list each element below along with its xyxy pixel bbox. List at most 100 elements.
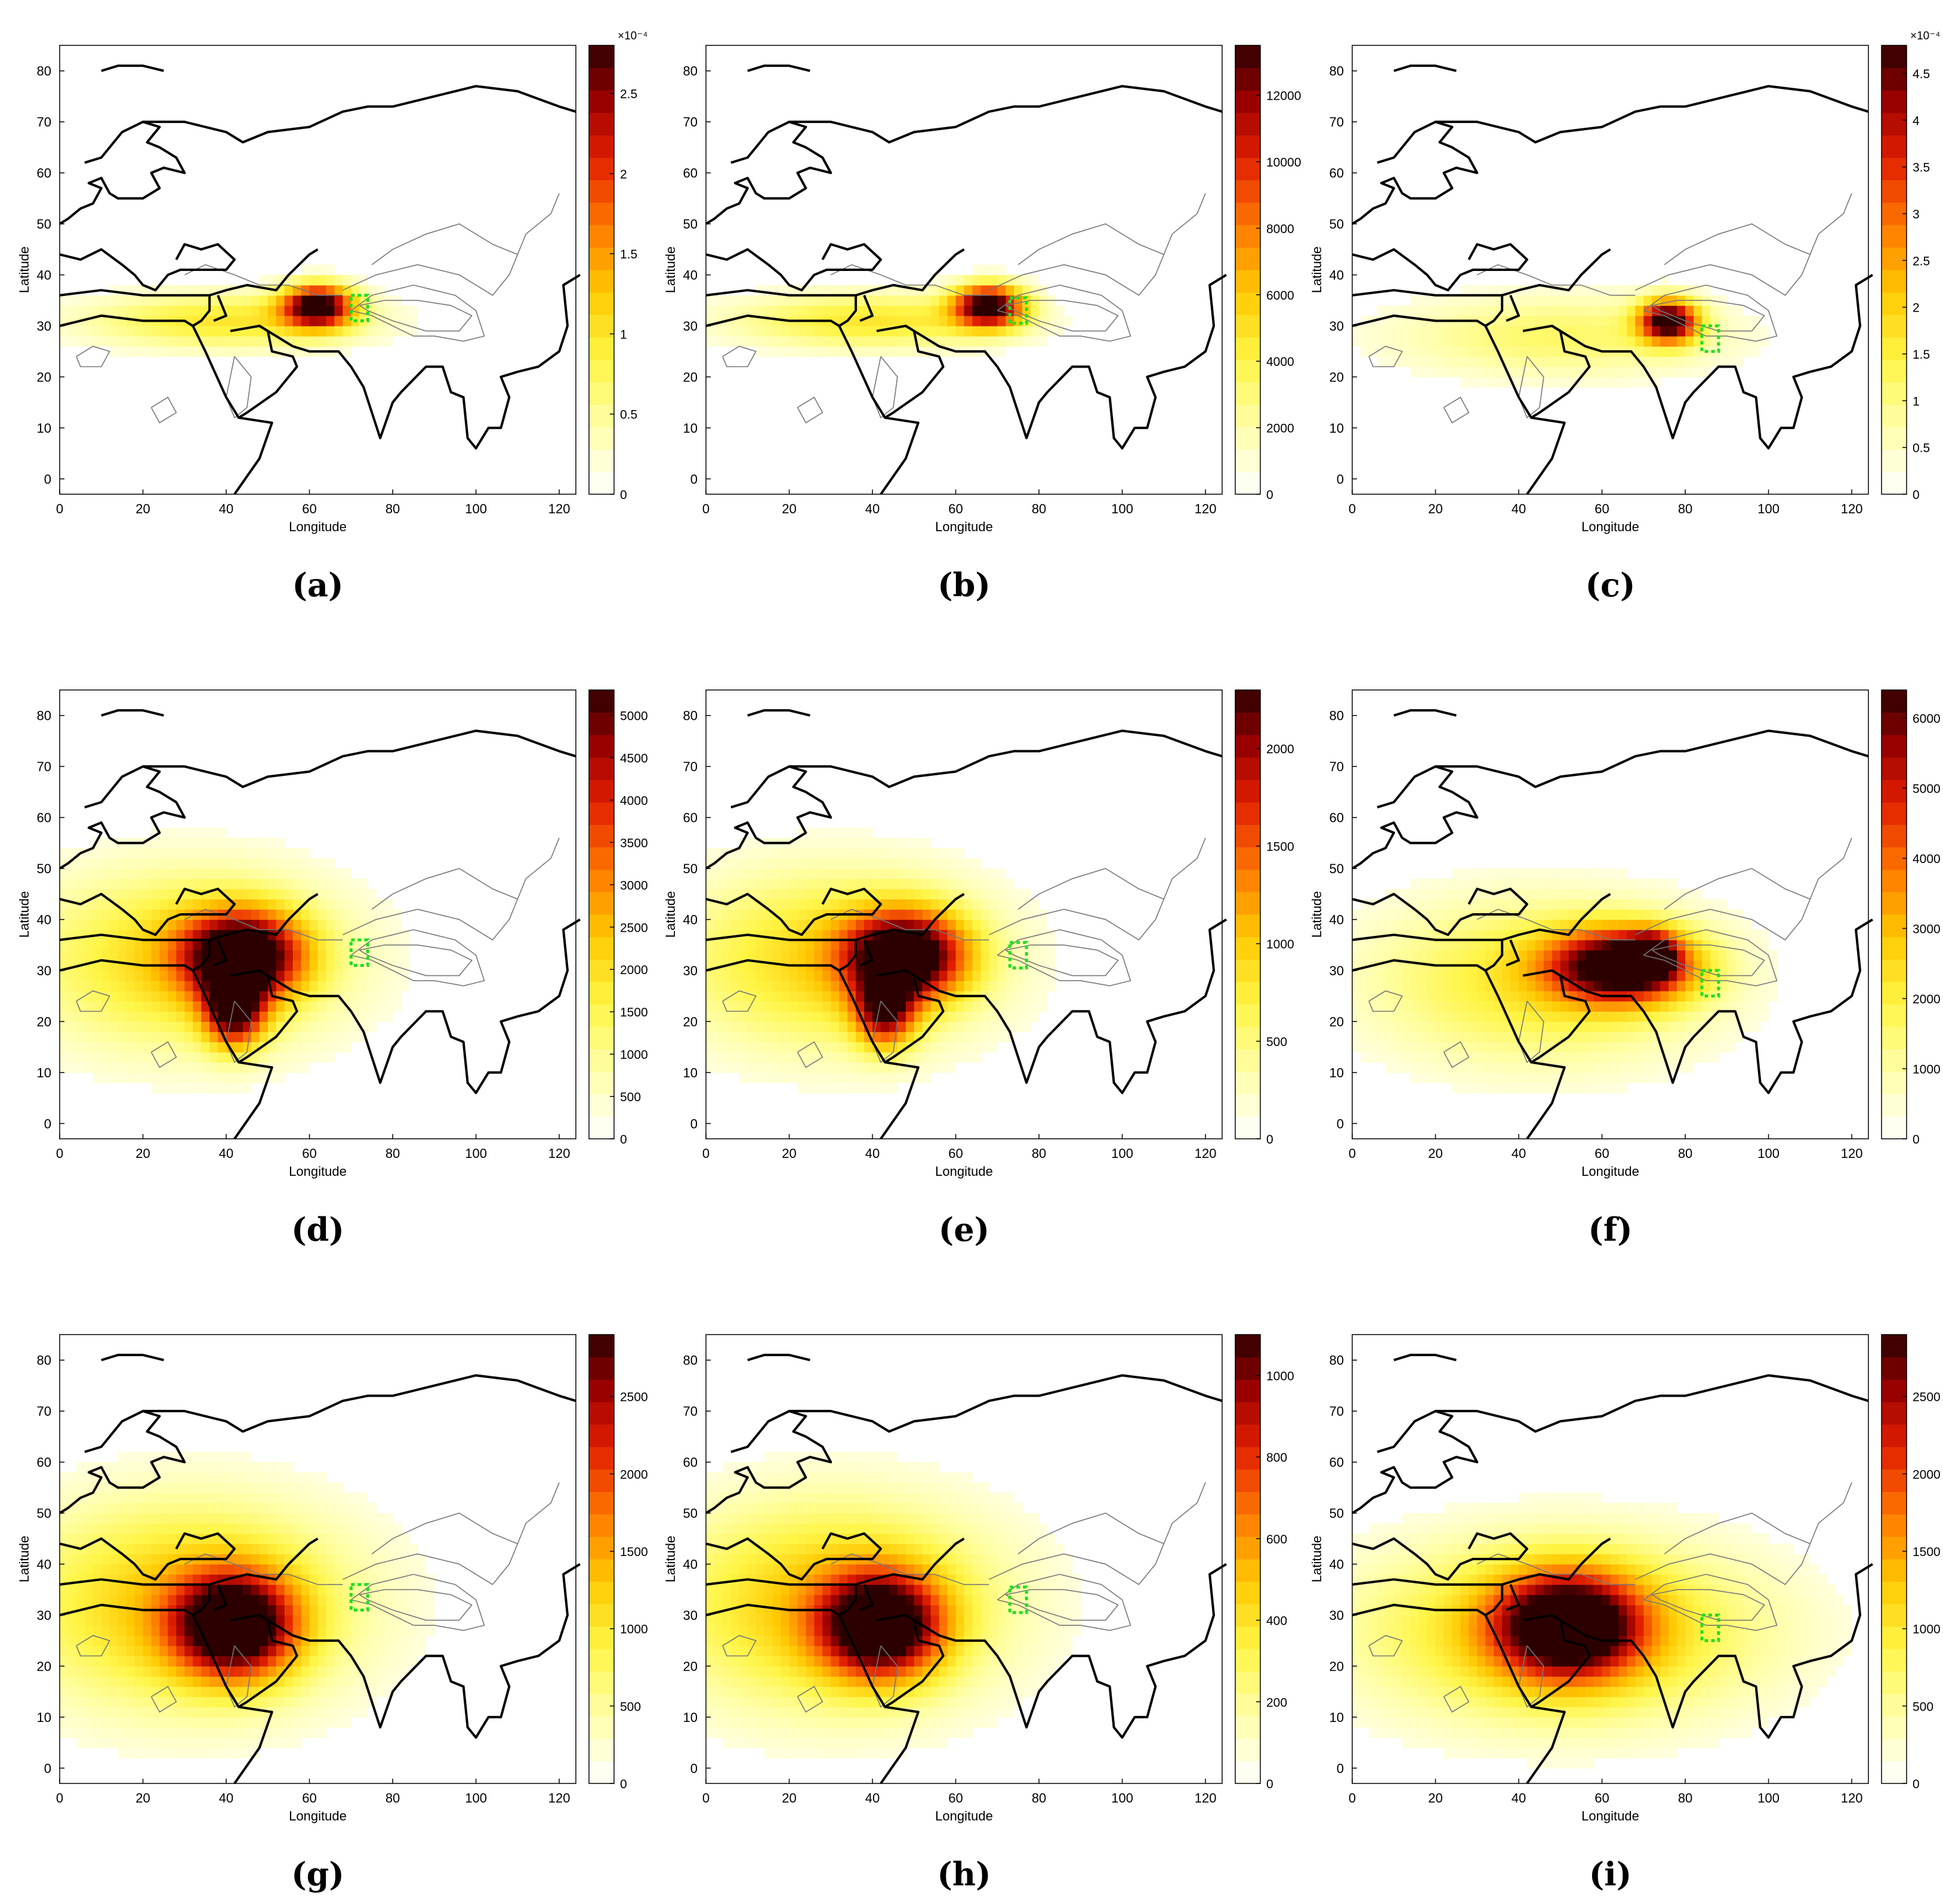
x-tick-label: 20 xyxy=(782,1146,796,1161)
y-tick-label: 0 xyxy=(44,472,51,486)
x-tick-label: 40 xyxy=(1512,1146,1526,1161)
colorbar-tick-label: 0.5 xyxy=(1913,442,1930,455)
x-tick-label: 120 xyxy=(548,501,570,516)
y-tick-label: 80 xyxy=(683,64,698,79)
x-axis-label: Longitude xyxy=(289,1809,347,1823)
coastline xyxy=(1352,244,1527,290)
y-tick-label: 70 xyxy=(37,1404,51,1419)
colorbar-tick-label: 2500 xyxy=(620,1391,648,1404)
x-tick-label: 120 xyxy=(548,1791,570,1806)
coastline xyxy=(706,244,881,290)
density-heatmap xyxy=(60,264,418,356)
coastline xyxy=(748,1355,810,1360)
y-tick-label: 10 xyxy=(37,1065,51,1080)
colorbar-tick-label: 8000 xyxy=(1266,222,1294,236)
x-tick-label: 100 xyxy=(1757,1146,1779,1161)
y-tick-label: 40 xyxy=(683,1557,698,1572)
y-axis-label: Latitude xyxy=(663,891,678,938)
x-axis-label: Longitude xyxy=(1581,519,1639,534)
colorbar: 00.511.522.5×10⁻⁴ xyxy=(589,30,647,502)
colorbar-tick-label: 600 xyxy=(1266,1533,1287,1546)
x-tick-label: 20 xyxy=(1428,1791,1442,1806)
coastline xyxy=(1394,1355,1457,1360)
subfigure-label: (g) xyxy=(258,1855,378,1893)
x-tick-label: 40 xyxy=(1512,501,1526,516)
colorbar-tick-label: 1000 xyxy=(1266,1369,1294,1383)
y-tick-label: 40 xyxy=(37,913,51,928)
y-tick-label: 30 xyxy=(1330,963,1344,978)
topography-contour xyxy=(1018,868,1164,909)
y-tick-label: 10 xyxy=(1330,421,1344,436)
y-tick-label: 20 xyxy=(37,1014,51,1029)
x-tick-label: 100 xyxy=(1111,501,1133,516)
x-tick-label: 100 xyxy=(1111,1791,1133,1806)
y-tick-label: 40 xyxy=(37,268,51,283)
y-tick-label: 50 xyxy=(683,1506,698,1521)
y-tick-label: 0 xyxy=(690,1116,698,1131)
subfigure-label: (c) xyxy=(1551,566,1670,604)
colorbar-tick-label: 0 xyxy=(1266,1777,1273,1791)
colorbar-tick-label: 0 xyxy=(620,488,627,502)
colorbar-tick-label: 6000 xyxy=(1913,712,1941,726)
y-tick-label: 80 xyxy=(1330,1353,1344,1368)
x-tick-label: 100 xyxy=(1757,501,1779,516)
y-tick-label: 30 xyxy=(683,1608,698,1623)
x-tick-label: 120 xyxy=(548,1146,570,1161)
x-tick-label: 120 xyxy=(1841,1146,1863,1161)
coastline xyxy=(101,66,164,71)
x-tick-label: 20 xyxy=(782,1791,796,1806)
y-axis-label: Latitude xyxy=(1309,1536,1324,1582)
y-axis-label: Latitude xyxy=(17,247,32,293)
topography-contour xyxy=(226,356,251,418)
colorbar-tick-label: 1 xyxy=(1913,395,1920,408)
subfigure-label: (e) xyxy=(905,1210,1024,1249)
colorbar-tick-label: 500 xyxy=(620,1700,641,1714)
colorbar-tick-label: 4500 xyxy=(620,752,648,766)
x-tick-label: 0 xyxy=(702,501,710,516)
colorbar-tick-label: 4.5 xyxy=(1913,67,1930,81)
subfigure-label: (i) xyxy=(1551,1855,1670,1893)
density-heatmap xyxy=(706,1452,1081,1758)
y-tick-label: 10 xyxy=(1330,1710,1344,1725)
y-tick-label: 50 xyxy=(1330,1506,1344,1521)
coastline xyxy=(706,122,831,224)
coastline xyxy=(1352,1411,1477,1513)
colorbar-tick-label: 3000 xyxy=(1913,923,1941,936)
x-tick-label: 40 xyxy=(219,501,233,516)
topography-contour xyxy=(872,356,898,418)
y-tick-label: 20 xyxy=(1330,1659,1344,1674)
colorbar-tick-label: 2000 xyxy=(1266,422,1294,436)
topography-contour xyxy=(1664,224,1810,264)
y-tick-label: 30 xyxy=(37,963,51,978)
x-tick-label: 20 xyxy=(135,1146,150,1161)
y-tick-label: 20 xyxy=(1330,369,1344,384)
y-tick-label: 60 xyxy=(1330,811,1344,825)
x-tick-label: 0 xyxy=(1349,1791,1356,1806)
colorbar-tick-label: 1500 xyxy=(620,1006,648,1019)
x-tick-label: 60 xyxy=(948,1791,963,1806)
x-tick-label: 120 xyxy=(1195,1146,1217,1161)
coastline xyxy=(1436,86,1868,142)
subfigure-label: (f) xyxy=(1551,1210,1670,1249)
x-tick-label: 20 xyxy=(1428,1146,1442,1161)
y-tick-label: 40 xyxy=(1330,268,1344,283)
x-axis-label: Longitude xyxy=(1581,1809,1639,1823)
x-tick-label: 100 xyxy=(465,501,487,516)
y-tick-label: 0 xyxy=(690,472,698,486)
x-tick-label: 80 xyxy=(1678,1146,1692,1161)
subfigure-label: (b) xyxy=(905,566,1024,604)
y-tick-label: 30 xyxy=(683,963,698,978)
